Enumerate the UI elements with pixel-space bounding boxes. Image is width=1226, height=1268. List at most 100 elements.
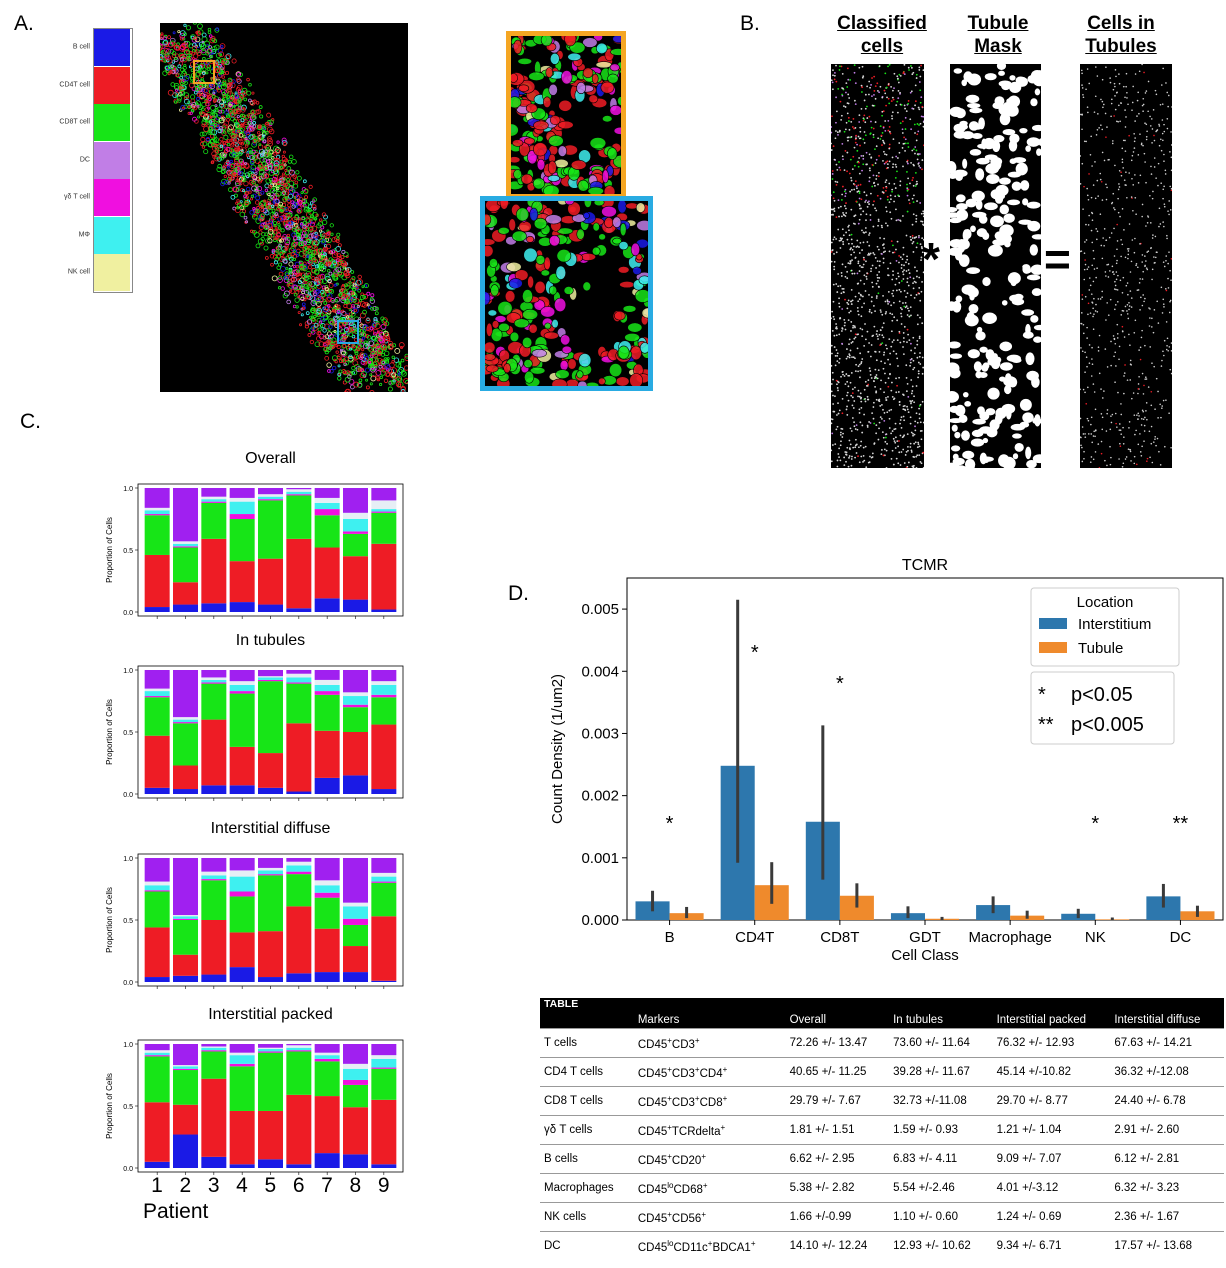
- stack-segment: [173, 1044, 198, 1066]
- row-name: B cells: [540, 1144, 634, 1174]
- y-axis-label: Count Density (1/um2): [549, 674, 566, 824]
- cell-tubules: 6.83 +/- 4.11: [889, 1144, 993, 1174]
- marker: CD8: [699, 1096, 723, 1109]
- stack-segment: [371, 1067, 397, 1069]
- orange-zoom-inset: [506, 31, 626, 199]
- stack-segment: [229, 670, 255, 682]
- stack-segment: [229, 514, 255, 519]
- y-tick-label: 0.000: [581, 912, 619, 929]
- stack-segment: [371, 876, 397, 882]
- stack-segment: [371, 881, 397, 883]
- marker-sign: +: [702, 1180, 708, 1190]
- table-row: CD4 T cells CD45+CD3+CD4+ 40.65 +/- 11.25 3…: [540, 1057, 1224, 1087]
- cell-packed: 45.14 +/-10.82: [992, 1057, 1111, 1087]
- stack-segment: [258, 1110, 283, 1160]
- marker-sign: +: [667, 1209, 672, 1219]
- marker-sign: +: [722, 1093, 728, 1103]
- stack-segment: [286, 682, 312, 684]
- stack-segment: [286, 906, 312, 974]
- stack-segment: [173, 719, 198, 723]
- x-tick-label: CD8T: [820, 929, 859, 946]
- cell-packed: 1.24 +/- 0.69: [992, 1202, 1111, 1232]
- stack-segment: [314, 547, 340, 599]
- patient-tick-label: 8: [349, 1174, 362, 1197]
- cell-diffuse: 67.63 +/- 14.21: [1110, 1028, 1224, 1058]
- marker-sign: +: [667, 1035, 672, 1045]
- stack-segment: [173, 1134, 198, 1168]
- stack-segment: [286, 874, 312, 907]
- cell-overall: 29.79 +/- 7.67: [785, 1086, 890, 1116]
- row-markers: CD45+CD3+CD4+: [633, 1057, 786, 1087]
- marker: TCRdelta: [671, 1125, 721, 1138]
- stack-segment: [201, 1044, 227, 1047]
- stack-segment: [144, 881, 170, 886]
- y-tick-label: 0.0: [123, 980, 133, 987]
- stack-segment: [314, 488, 340, 498]
- marker-sign: +: [707, 1238, 713, 1248]
- significance-symbol: *: [1038, 684, 1046, 706]
- stack-segment: [144, 787, 170, 794]
- cell-diffuse: 2.36 +/- 1.67: [1110, 1202, 1224, 1232]
- panel-label-d: D.: [508, 582, 529, 605]
- stack-segment: [258, 1159, 283, 1168]
- y-tick-label: 0.5: [123, 1104, 133, 1111]
- marker: CD4: [699, 1067, 723, 1080]
- legend-swatch-2: [94, 104, 130, 141]
- stack-segment: [343, 696, 368, 705]
- row-name: T cells: [540, 1028, 634, 1058]
- legend-label: B cell: [72, 43, 90, 51]
- stack-segment: [314, 670, 340, 680]
- stack-segment: [258, 977, 283, 982]
- stack-segment: [343, 692, 368, 697]
- stack-segment: [229, 746, 255, 786]
- patient-tick-label: 2: [179, 1174, 192, 1197]
- patient-tick-label: 1: [151, 1174, 163, 1197]
- panel-label-b: B.: [740, 12, 760, 35]
- stack-segment: [371, 858, 397, 873]
- marker: CD45: [637, 1125, 668, 1138]
- marker-sign: +: [667, 1093, 672, 1103]
- stack-segment: [144, 507, 170, 511]
- stack-segment: [201, 719, 227, 786]
- col-header-in-tubules: In tubules: [889, 1012, 993, 1029]
- stack-segment: [314, 691, 340, 695]
- stack-segment: [258, 874, 283, 876]
- stack-segment: [343, 858, 368, 903]
- significance-threshold: p<0.005: [1071, 714, 1144, 736]
- y-tick-label: 0.002: [581, 788, 619, 805]
- stack-segment: [343, 599, 368, 612]
- marker-sign: +: [694, 1093, 700, 1103]
- stack-segment: [343, 732, 368, 776]
- stack-segment: [201, 920, 227, 975]
- stack-segment: [371, 872, 397, 877]
- stack-segment: [229, 1063, 255, 1067]
- legend-swatch-5: [94, 216, 130, 254]
- stack-segment: [173, 488, 198, 542]
- header-tubule-mask: Tubule Mask: [967, 13, 1029, 57]
- stack-segment: [286, 538, 312, 609]
- stack-segment: [144, 977, 170, 982]
- stack-segment: [371, 543, 397, 610]
- stack-segment: [144, 1050, 170, 1053]
- subplot-title: In tubules: [235, 632, 306, 649]
- stack-segment: [173, 546, 198, 548]
- marker-sign: +: [701, 1209, 706, 1219]
- stack-segment: [229, 1055, 255, 1064]
- row-name: Macrophages: [540, 1173, 634, 1203]
- stack-segment: [201, 683, 227, 720]
- legend-label: CD8T cell: [59, 118, 90, 126]
- subplot-title: Interstitial packed: [208, 1006, 333, 1023]
- stack-segment: [314, 598, 340, 612]
- stack-segment: [371, 1068, 397, 1100]
- stack-segment: [371, 697, 397, 725]
- row-name: DC: [540, 1231, 634, 1260]
- stack-segment: [144, 691, 170, 697]
- legend-swatch-4: [94, 179, 130, 216]
- stack-segment: [201, 1046, 227, 1048]
- stack-segment: [286, 871, 312, 875]
- patient-tick-label: 9: [377, 1174, 390, 1197]
- stack-segment: [201, 875, 227, 880]
- stack-segment: [371, 511, 397, 513]
- stack-segment: [314, 1044, 340, 1053]
- marker: CD45: [637, 1183, 668, 1196]
